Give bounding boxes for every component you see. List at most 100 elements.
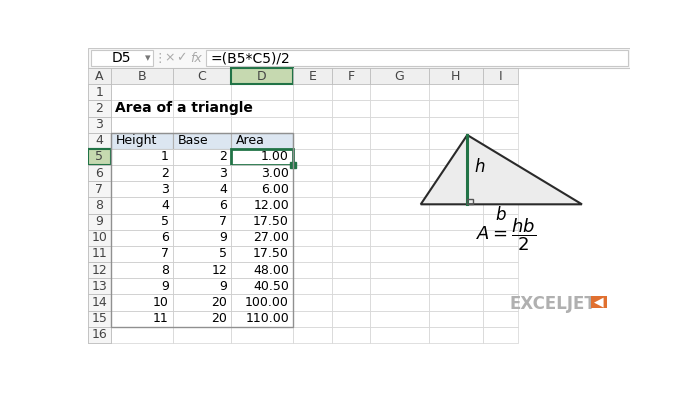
Bar bbox=[173, 310, 231, 327]
Text: 17.50: 17.50 bbox=[253, 248, 289, 260]
Bar bbox=[88, 165, 111, 181]
Bar bbox=[88, 197, 111, 214]
Text: 100.00: 100.00 bbox=[245, 296, 289, 309]
Text: H: H bbox=[451, 70, 461, 83]
Bar bbox=[231, 165, 293, 181]
Text: Height: Height bbox=[116, 134, 157, 147]
Bar bbox=[428, 100, 483, 116]
Text: 16: 16 bbox=[91, 328, 107, 341]
Bar bbox=[293, 327, 332, 343]
Bar bbox=[370, 262, 428, 278]
Bar bbox=[332, 246, 370, 262]
Bar bbox=[88, 149, 111, 165]
Bar bbox=[332, 294, 370, 310]
Text: 3: 3 bbox=[95, 118, 103, 131]
Bar bbox=[88, 310, 111, 327]
Bar bbox=[231, 84, 293, 100]
Bar bbox=[88, 133, 111, 149]
Text: 7: 7 bbox=[161, 248, 169, 260]
Bar bbox=[428, 246, 483, 262]
Bar bbox=[428, 294, 483, 310]
Bar bbox=[293, 262, 332, 278]
Bar bbox=[428, 230, 483, 246]
Bar bbox=[173, 181, 231, 197]
Bar bbox=[293, 149, 332, 165]
Text: 6: 6 bbox=[219, 199, 227, 212]
Bar bbox=[231, 181, 293, 197]
Text: 7: 7 bbox=[95, 183, 103, 196]
Text: 5: 5 bbox=[219, 248, 227, 260]
Text: fx: fx bbox=[190, 52, 202, 64]
Bar bbox=[370, 310, 428, 327]
Bar bbox=[231, 133, 293, 149]
Text: 4: 4 bbox=[95, 134, 103, 147]
Text: 9: 9 bbox=[219, 231, 227, 244]
Bar bbox=[173, 116, 231, 133]
Text: 11: 11 bbox=[153, 312, 169, 325]
Text: 5: 5 bbox=[95, 150, 103, 164]
Bar bbox=[173, 68, 231, 84]
Bar bbox=[468, 199, 472, 204]
Bar bbox=[483, 294, 517, 310]
Bar bbox=[111, 116, 173, 133]
Bar bbox=[88, 116, 111, 133]
Text: =(B5*C5)/2: =(B5*C5)/2 bbox=[211, 51, 290, 65]
Bar bbox=[173, 230, 231, 246]
Bar bbox=[428, 214, 483, 230]
Bar bbox=[332, 262, 370, 278]
Bar bbox=[483, 278, 517, 294]
Bar bbox=[173, 197, 231, 214]
Bar bbox=[483, 262, 517, 278]
Text: 6.00: 6.00 bbox=[261, 183, 289, 196]
Text: 3.00: 3.00 bbox=[261, 167, 289, 180]
Bar bbox=[428, 84, 483, 100]
Text: ✓: ✓ bbox=[176, 52, 186, 64]
Bar bbox=[173, 262, 231, 278]
Bar bbox=[483, 133, 517, 149]
Bar bbox=[231, 68, 293, 84]
Text: 2: 2 bbox=[219, 150, 227, 164]
Bar bbox=[111, 327, 173, 343]
Bar bbox=[111, 294, 173, 310]
Bar bbox=[111, 262, 173, 278]
Bar bbox=[88, 278, 111, 294]
Bar bbox=[370, 100, 428, 116]
Bar bbox=[332, 68, 370, 84]
Text: B: B bbox=[137, 70, 146, 83]
Bar bbox=[173, 133, 231, 149]
Bar bbox=[173, 84, 231, 100]
Text: 1: 1 bbox=[161, 150, 169, 164]
Text: A: A bbox=[95, 70, 104, 83]
Bar bbox=[88, 48, 630, 68]
Bar bbox=[173, 149, 231, 165]
Bar bbox=[483, 181, 517, 197]
Bar bbox=[231, 181, 293, 197]
Bar bbox=[332, 84, 370, 100]
Text: EXCELJET: EXCELJET bbox=[509, 295, 596, 313]
Bar bbox=[428, 310, 483, 327]
Text: ▾: ▾ bbox=[145, 53, 150, 63]
Bar bbox=[88, 100, 111, 116]
Bar bbox=[370, 246, 428, 262]
Bar bbox=[88, 246, 111, 262]
Bar bbox=[173, 214, 231, 230]
Bar bbox=[90, 50, 153, 66]
Bar bbox=[88, 197, 111, 214]
Bar bbox=[88, 278, 111, 294]
Bar bbox=[332, 149, 370, 165]
Bar bbox=[231, 214, 293, 230]
Bar bbox=[332, 230, 370, 246]
Bar bbox=[173, 310, 231, 327]
Bar bbox=[332, 278, 370, 294]
Text: $h$: $h$ bbox=[474, 158, 486, 176]
Bar bbox=[173, 294, 231, 310]
Text: 1: 1 bbox=[95, 86, 103, 99]
Bar bbox=[293, 68, 332, 84]
Bar bbox=[293, 278, 332, 294]
Bar bbox=[173, 230, 231, 246]
Bar bbox=[332, 197, 370, 214]
Text: 15: 15 bbox=[91, 312, 107, 325]
Bar bbox=[428, 262, 483, 278]
Bar bbox=[88, 294, 111, 310]
Bar bbox=[293, 230, 332, 246]
